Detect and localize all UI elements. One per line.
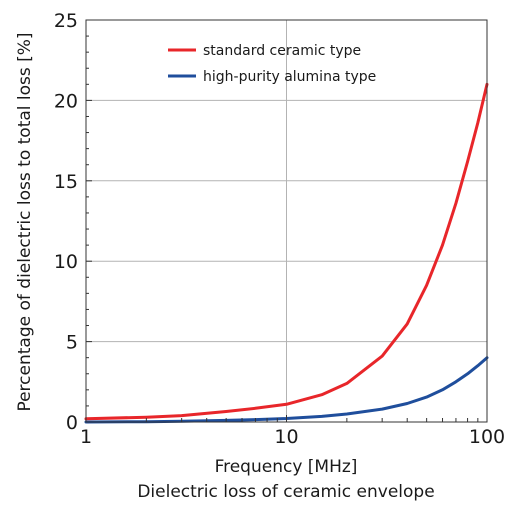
legend: standard ceramic type high-purity alumin… [168,43,376,85]
y-axis-title: Percentage of dielectric loss to total l… [15,32,35,411]
x-tick-label: 10 [274,426,298,448]
x-axis-title: Frequency [MHz] [215,457,358,477]
y-tick-label: 20 [54,90,78,112]
y-tick-label: 15 [54,171,78,193]
grid-layer [86,20,487,422]
tick-label-layer: 0 5 10 15 20 25 1 10 100 [54,10,505,448]
y-tick-label: 0 [66,412,78,434]
y-tick-label: 10 [54,251,78,273]
series-line-1 [84,356,489,424]
y-tick-label: 5 [66,332,78,354]
x-tick-label: 1 [80,426,92,448]
legend-label-standard-ceramic: standard ceramic type [203,43,361,59]
x-tick-label: 100 [469,426,505,448]
chart-caption: Dielectric loss of ceramic envelope [137,482,434,502]
series-line-0 [84,82,489,421]
legend-label-high-purity-alumina: high-purity alumina type [203,69,376,85]
series-layer [84,82,489,424]
plot-frame [85,19,488,423]
y-tick-label: 25 [54,10,78,32]
